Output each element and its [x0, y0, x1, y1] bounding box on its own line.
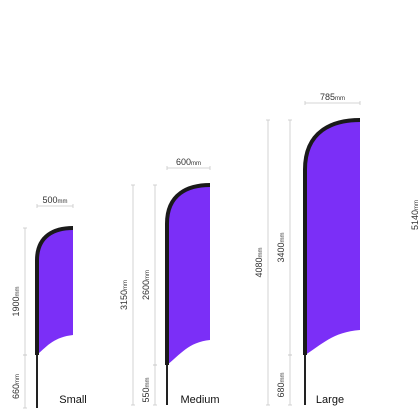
- dimension-label: 3400mm: [276, 232, 286, 262]
- dimension-unit: mm: [335, 96, 345, 102]
- flag-edge: [303, 118, 361, 355]
- dimension-value: 785: [320, 92, 335, 102]
- dimension-value: 600: [176, 157, 191, 167]
- size-name: Large: [316, 394, 344, 406]
- dimension-label: 500mm: [42, 195, 67, 205]
- dimension-label: 600mm: [176, 157, 201, 167]
- dimension-unit: mm: [280, 372, 286, 382]
- size-name: Medium: [180, 394, 219, 406]
- dimension-value: 3400: [276, 242, 286, 262]
- size-name: Small: [59, 394, 87, 406]
- dimension-value: 680: [276, 382, 286, 397]
- flag: [167, 185, 210, 365]
- dimension-unit: mm: [15, 286, 21, 296]
- dimension-label: 5140mm: [410, 200, 420, 230]
- dimension-label: 785mm: [320, 92, 345, 102]
- flag: [37, 228, 73, 355]
- dimension-value: 4080: [254, 257, 264, 277]
- dimension-label: 3150mm: [119, 280, 129, 310]
- dimension-value: 500: [42, 195, 57, 205]
- dimension-label: 1900mm: [11, 286, 21, 316]
- dimension-value: 660: [11, 384, 21, 399]
- dimension-value: 550: [141, 387, 151, 402]
- dimension-unit: mm: [145, 270, 151, 280]
- dimension-unit: mm: [15, 374, 21, 384]
- dimension-label: 660mm: [11, 374, 21, 399]
- dimension-unit: mm: [258, 247, 264, 257]
- dimension-label: 680mm: [276, 372, 286, 397]
- dimension-unit: mm: [414, 200, 420, 210]
- dimension-unit: mm: [58, 199, 68, 205]
- dimension-value: 1900: [11, 296, 21, 316]
- flag: [305, 120, 360, 355]
- dimension-label: 550mm: [141, 377, 151, 402]
- dimension-unit: mm: [191, 161, 201, 167]
- dimension-value: 2600: [141, 280, 151, 300]
- dimension-label: 4080mm: [254, 247, 264, 277]
- dimension-value: 3150: [119, 290, 129, 310]
- dimension-label: 2600mm: [141, 270, 151, 300]
- dimension-unit: mm: [123, 280, 129, 290]
- dimension-unit: mm: [145, 377, 151, 387]
- dimension-unit: mm: [280, 232, 286, 242]
- flag-edge: [35, 226, 74, 355]
- flag-edge: [165, 183, 211, 365]
- dimension-value: 5140: [410, 210, 420, 230]
